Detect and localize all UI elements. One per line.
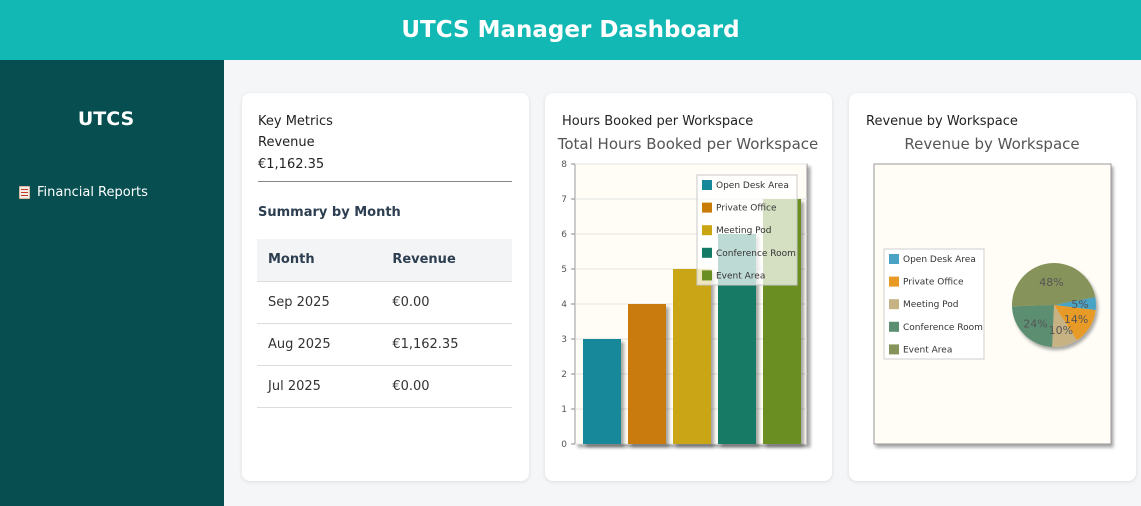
pie-slice	[1012, 305, 1054, 347]
legend-swatch	[702, 270, 712, 281]
legend-label: Open Desk Area	[716, 181, 789, 191]
legend-swatch	[889, 276, 899, 287]
chart-legend	[696, 174, 798, 286]
legend-swatch	[702, 225, 712, 236]
pie-slice-label: 48%	[1039, 276, 1063, 289]
revenue-cell: €0.00	[382, 365, 512, 408]
chart-title: Revenue by Workspace	[904, 135, 1079, 153]
y-tick-label: 5	[561, 265, 567, 275]
sidebar-item-financial-reports[interactable]: Financial Reports	[19, 185, 148, 200]
summary-title: Summary by Month	[258, 205, 401, 220]
table-header-row: Month Revenue	[257, 239, 512, 282]
revenue-value: €1,162.35	[258, 157, 325, 172]
legend-swatch	[889, 299, 899, 310]
legend-swatch	[889, 321, 899, 332]
revenue-label: Revenue	[258, 135, 315, 150]
pie	[1012, 262, 1096, 347]
pie-slice-label: 5%	[1071, 298, 1088, 311]
legend-swatch	[702, 247, 712, 258]
top-header: UTCS Manager Dashboard	[0, 0, 1141, 60]
pie-slice-label: 14%	[1064, 313, 1088, 326]
legend-label: Event Area	[903, 345, 952, 355]
revenue-card-caption: Revenue by Workspace	[866, 114, 1018, 129]
table-row: Sep 2025 €0.00	[257, 281, 512, 324]
y-tick-label: 2	[561, 370, 567, 380]
month-cell: Jul 2025	[257, 365, 383, 408]
report-icon	[19, 186, 30, 199]
revenue-cell: €1,162.35	[382, 323, 512, 366]
month-cell: Sep 2025	[257, 281, 383, 324]
bar	[628, 304, 666, 444]
y-tick-label: 8	[561, 160, 567, 170]
sidebar: UTCS Financial Reports	[0, 60, 224, 506]
legend-swatch	[889, 254, 899, 264]
legend-label: Meeting Pod	[716, 226, 771, 236]
legend-label: Meeting Pod	[903, 300, 958, 310]
hours-bar-chart: Total Hours Booked per Workspace 0 1 2 3 4 5 6 7…	[557, 135, 819, 450]
legend-label: Open Desk Area	[903, 255, 976, 265]
hours-booked-card: Hours Booked per Workspace Total Hours B…	[545, 93, 832, 481]
chart-legend	[883, 248, 985, 360]
month-cell: Aug 2025	[257, 323, 383, 366]
key-metrics-heading: Key Metrics	[258, 114, 333, 129]
y-tick-label: 3	[561, 335, 567, 345]
pie-slice	[1052, 305, 1077, 347]
legend-swatch	[889, 344, 899, 355]
revenue-by-workspace-card: Revenue by Workspace Revenue by Workspac…	[849, 93, 1136, 481]
bar	[673, 269, 711, 444]
legend-label: Conference Room	[716, 249, 796, 259]
legend-swatch	[702, 180, 712, 190]
divider	[258, 181, 512, 182]
y-tick-label: 1	[561, 405, 567, 415]
pie-slice-label: 24%	[1023, 317, 1047, 330]
pie-slice	[1012, 262, 1096, 307]
table-row: Jul 2025 €0.00	[257, 365, 512, 408]
month-summary-table: Month Revenue Sep 2025 €0.00 Aug 2025 €1…	[257, 239, 512, 408]
y-tick-label: 7	[561, 195, 567, 205]
pie-slice	[1054, 305, 1096, 341]
column-header-month: Month	[257, 239, 383, 282]
key-metrics-card: Key Metrics Revenue €1,162.35 Summary by…	[242, 93, 529, 481]
legend-swatch	[702, 202, 712, 213]
y-tick-label: 4	[561, 300, 567, 310]
pie-slice-label: 10%	[1049, 324, 1073, 337]
chart-title: Total Hours Booked per Workspace	[557, 135, 819, 153]
revenue-cell: €0.00	[382, 281, 512, 324]
hours-card-caption: Hours Booked per Workspace	[562, 114, 754, 129]
y-tick-label: 6	[561, 230, 567, 240]
y-tick-label: 0	[561, 440, 567, 450]
pie-slice	[1054, 297, 1096, 311]
page-title: UTCS Manager Dashboard	[401, 17, 740, 43]
bar	[583, 339, 621, 444]
revenue-pie-chart: Revenue by Workspace 5% 14%10%24% 48% Open D…	[873, 135, 1112, 445]
legend-label: Conference Room	[903, 323, 983, 333]
sidebar-brand: UTCS	[77, 108, 135, 130]
column-header-revenue: Revenue	[382, 239, 512, 282]
legend-label: Private Office	[716, 204, 777, 214]
legend-label: Private Office	[903, 278, 964, 288]
table-row: Aug 2025 €1,162.35	[257, 323, 512, 366]
sidebar-item-label: Financial Reports	[37, 185, 148, 200]
legend-label: Event Area	[716, 271, 765, 281]
